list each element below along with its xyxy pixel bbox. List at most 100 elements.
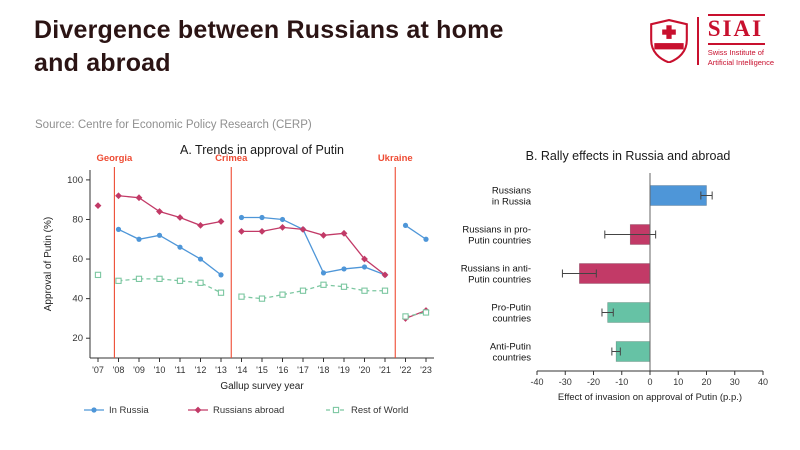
marker-russians-abroad [238, 227, 245, 235]
marker-russians-abroad [361, 255, 368, 263]
x-tick-label: '08 [113, 365, 125, 375]
marker-rest-of-world [217, 289, 225, 296]
marker-in-russia [402, 222, 409, 229]
x-axis-title: Effect of invasion on approval of Putin … [558, 392, 742, 403]
series-line-in-russia [405, 224, 427, 240]
marker-in-russia [218, 272, 224, 278]
panel-a-title: A. Trends in approval of Putin [180, 143, 344, 157]
x-tick-label: '22 [400, 365, 412, 375]
marker-russians-abroad [258, 227, 266, 235]
y-tick-label: 100 [67, 175, 83, 186]
marker-russians-abroad [135, 194, 143, 202]
y-tick-label: 80 [72, 214, 83, 225]
marker-rest-of-world [176, 277, 184, 284]
series-line-rest-of-world [405, 311, 427, 318]
x-tick-label: '13 [215, 365, 227, 375]
marker-rest-of-world [340, 283, 348, 290]
source-credit: Source: Centre for Economic Policy Resea… [35, 119, 312, 131]
marker-in-russia [136, 236, 142, 242]
logo-subtitle-line-1: Swiss Institute of [707, 48, 764, 58]
marker-in-russia [115, 226, 122, 232]
marker-rest-of-world [402, 313, 409, 320]
series-russians-abroad [94, 192, 430, 322]
category-label-russians-in-anti-putin-countries: Putin countries [468, 275, 531, 286]
marker-in-russia [423, 236, 429, 242]
series-line-russians-abroad [118, 195, 222, 227]
marker-russians-abroad [381, 271, 389, 279]
legend-label-russians-abroad: Russians abroad [213, 405, 284, 416]
series-line-in-russia [241, 216, 386, 276]
marker-in-russia [156, 232, 163, 238]
x-tick-label: '12 [195, 365, 207, 375]
x-tick-label: 20 [701, 377, 711, 387]
chart-rally-effects: B. Rally effects in Russia and abroad Rus… [461, 149, 768, 403]
series-line-rest-of-world [118, 278, 222, 294]
x-tick-label: 40 [758, 377, 768, 387]
x-tick-label: '09 [133, 365, 145, 375]
y-tick-label: 60 [72, 254, 83, 265]
x-tick-label: '18 [318, 365, 330, 375]
marker-rest-of-world [381, 287, 389, 294]
category-label-russians-in-pro-putin-countries: Putin countries [468, 236, 531, 247]
category-label-russians-in-pro-putin-countries: Russians in pro- [462, 225, 531, 236]
logo-subtitle-line-2: Artificial Intelligence [707, 57, 774, 67]
x-tick-label: '21 [379, 365, 391, 375]
category-label-anti-putin-countries: Anti-Putin [490, 342, 531, 353]
marker-in-russia [341, 266, 347, 272]
marker-russians-abroad [299, 225, 307, 233]
bar-anti-putin-countries [615, 341, 651, 362]
logo-divider [696, 16, 699, 65]
logo-text: SIAI Swiss Institute of Artificial Intel… [707, 14, 774, 68]
x-tick-label: '17 [297, 365, 309, 375]
marker-rest-of-world [94, 271, 102, 279]
x-axis-title: Gallup survey year [220, 381, 304, 392]
x-tick-label: '19 [338, 365, 350, 375]
marker-rest-of-world [422, 309, 430, 316]
x-tick-label: -30 [559, 377, 572, 387]
event-label-georgia: Georgia [96, 153, 133, 164]
marker-russians-abroad [217, 218, 225, 225]
marker-in-russia [320, 270, 327, 276]
marker-russians-abroad [279, 223, 286, 231]
y-axis-title: Approval of Putin (%) [43, 217, 54, 312]
x-tick-label: -10 [615, 377, 628, 387]
category-label-anti-putin-countries: countries [492, 353, 531, 364]
x-tick-label: -40 [530, 377, 543, 387]
marker-in-russia [238, 214, 245, 221]
x-tick-label: '11 [174, 365, 185, 375]
x-tick-label: 0 [647, 377, 652, 387]
event-label-crimea: Crimea [215, 153, 248, 164]
siai-shield-icon [649, 18, 688, 63]
legend-label-rest-of-world: Rest of World [351, 405, 408, 416]
category-label-russians-in-anti-putin-countries: Russians in anti- [461, 264, 531, 275]
panel-b-title: B. Rally effects in Russia and abroad [526, 149, 731, 163]
x-tick-label: '10 [154, 365, 166, 375]
legend-label-in-russia: In Russia [109, 405, 149, 416]
legend-marker-in-russia [91, 407, 97, 413]
chart-approval-trends: A. Trends in approval of Putin 20 40 60 80 10… [43, 143, 434, 416]
category-label-russians-in-russia: Russians [492, 186, 531, 197]
x-tick-label: 30 [730, 377, 740, 387]
marker-in-russia [361, 264, 368, 270]
logo-subtitle: Swiss Institute of Artificial Intelligen… [708, 48, 774, 68]
marker-rest-of-world [197, 279, 204, 286]
marker-rest-of-world [238, 293, 245, 300]
series-in-russia [95, 214, 429, 278]
marker-russians-abroad [176, 214, 184, 221]
bar-russians-in-russia [649, 185, 707, 206]
category-label-pro-putin-countries: Pro-Putin [491, 303, 531, 314]
marker-in-russia [177, 244, 183, 250]
x-tick-label: '20 [359, 365, 371, 375]
page-title-line-1: Divergence between Russians at home [34, 16, 504, 44]
series-line-in-russia [118, 228, 222, 276]
marker-russians-abroad [156, 208, 163, 215]
x-tick-label: '23 [420, 365, 432, 375]
y-tick-label: 20 [72, 333, 83, 344]
page-title: Divergence between Russians at home and … [34, 14, 504, 80]
legend-marker-russians-abroad [194, 406, 202, 414]
series-rest-of-world [94, 271, 430, 320]
logo-acronym: SIAI [707, 14, 766, 46]
marker-rest-of-world [135, 275, 143, 282]
marker-russians-abroad [94, 202, 102, 210]
